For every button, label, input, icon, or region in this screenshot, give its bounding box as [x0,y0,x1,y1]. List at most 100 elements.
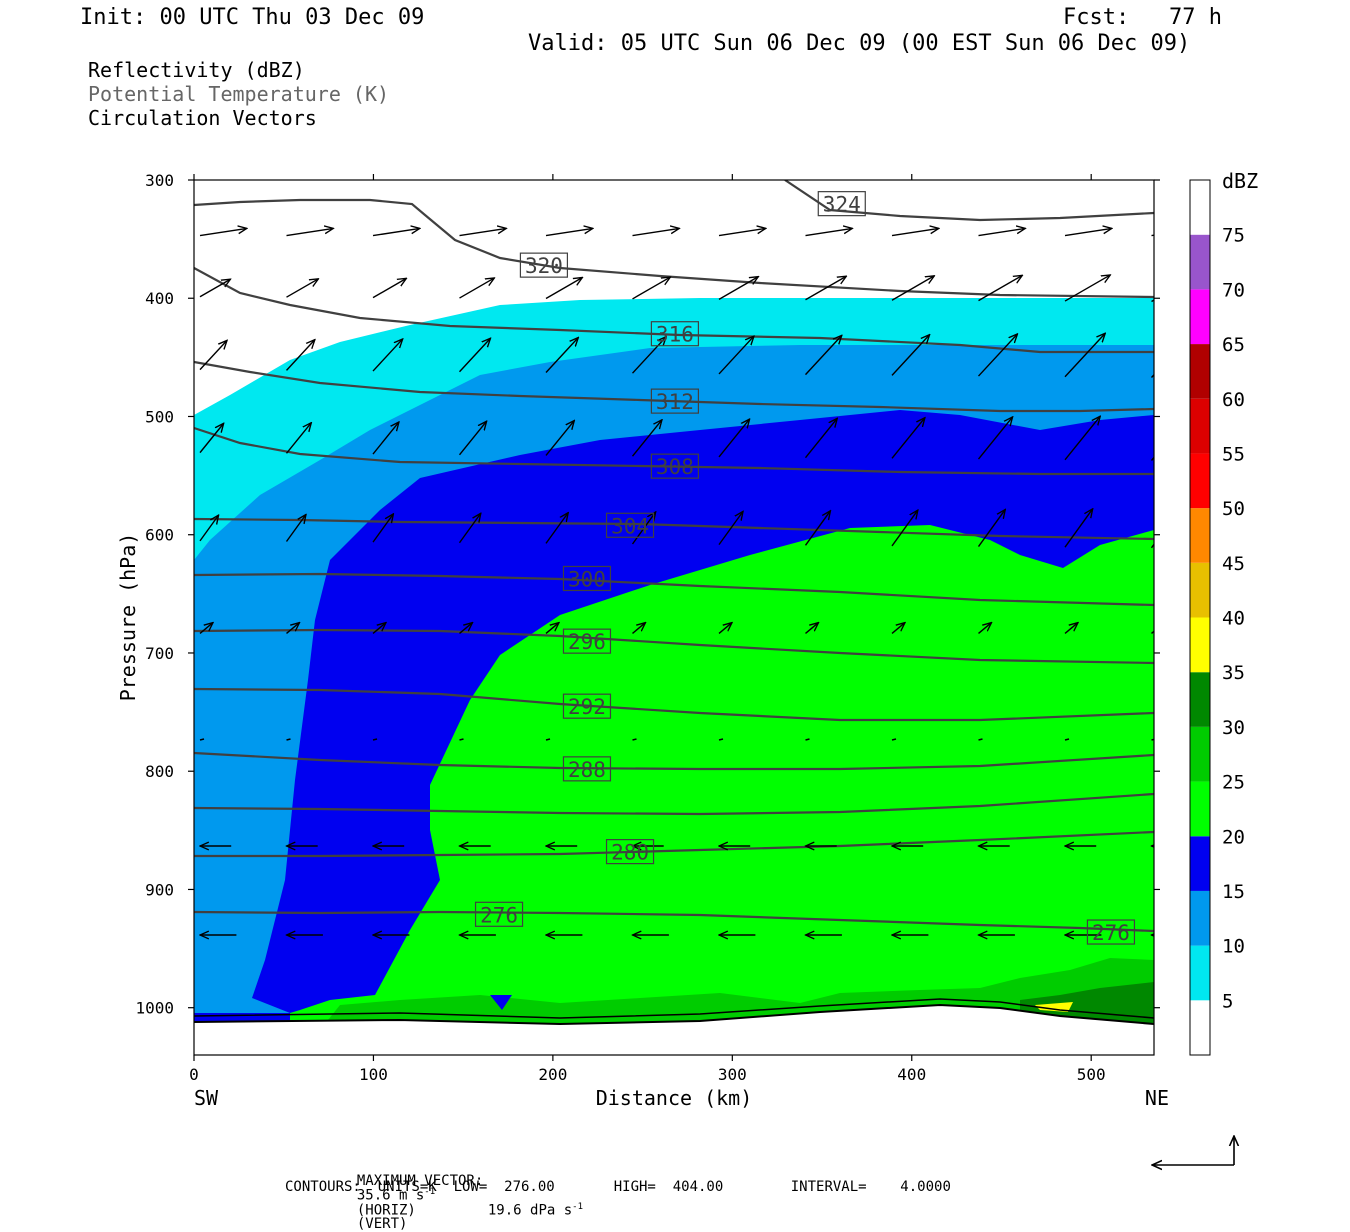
vector-arrow [199,228,247,237]
vector-arrow [285,423,312,454]
y-axis-title: Pressure (hPa) [116,533,140,702]
theta-label-box [562,628,612,654]
colorbar-frame [1189,179,1211,1056]
below-ground [194,1005,1154,1055]
vector-arrow [1064,509,1093,548]
vector-arrow [545,338,578,373]
theta-label-text: 280 [611,841,649,865]
vector-arrow [1064,333,1105,378]
theta-label-text: 292 [568,695,606,719]
vector-arrow [286,623,300,634]
theta-308 [194,426,1154,476]
vector-arrow [805,228,853,237]
theta-label-text: 296 [568,630,606,654]
colorbar-label: 20 [1222,826,1245,848]
vector-arrow [891,738,897,741]
y-axis: 300 400 500 600 700 800 900 1000 [135,171,1160,1018]
colorbar-label: 10 [1222,936,1245,958]
theta-label-box [474,901,524,927]
vector-arrow [458,421,487,456]
theta-label-text: 312 [656,390,694,414]
max-vector-vert-exponent: -1 [572,1201,584,1212]
dbz-colorbar: 5 10 15 20 25 30 35 40 45 50 55 60 65 70 75 [1189,179,1245,1056]
colorbar-label: 50 [1222,498,1245,520]
cross-section-chart: 324320316312308304300296292288280276276 … [116,169,1258,1200]
theta-contours [194,180,1154,933]
theta-label: 276 [1086,919,1136,945]
vector-arrow [372,278,406,299]
x-axis-right-label: NE [1145,1086,1169,1110]
x-tick-label: 100 [359,1065,388,1084]
colorbar-label: 45 [1222,553,1245,575]
theta-label: 296 [562,628,612,654]
contours-info: CONTOURS: UNITS=K LOW= 276.00 HIGH= 404.… [285,1179,951,1195]
theta-label-text: 300 [568,567,606,591]
theta-label: 280 [605,839,655,865]
vector-arrow [372,623,386,634]
colorbar-label: 30 [1222,717,1245,739]
x-tick-label: 0 [189,1065,199,1084]
vector-arrow [891,510,918,547]
colorbar-label: 35 [1222,662,1245,684]
vector-arrow [286,738,291,741]
vector-arrow [545,623,559,634]
theta-312 [194,360,1154,413]
theta-label: 308 [650,453,699,479]
vector-arrow [891,335,930,376]
vector-arrow [718,511,743,546]
colorbar-label: 75 [1222,225,1245,247]
reference-vector [1152,1136,1234,1165]
theta-label-box [1086,919,1136,945]
y-tick-label: 900 [145,880,174,899]
colorbar-swatch [1190,398,1210,454]
vector-arrow [891,623,905,634]
colorbar-swatch [1190,781,1210,837]
vector-arrow [372,339,403,372]
vector-arrow [1150,373,1154,378]
vector-arrow [1064,228,1112,237]
vector-arrow [545,421,574,456]
colorbar-label: 70 [1222,279,1245,301]
colorbar-label: 65 [1222,334,1245,356]
field-reflectivity: Reflectivity (dBZ) [88,58,305,82]
y-tick-label: 600 [145,526,174,545]
theta-304 [194,517,1154,541]
init-time: Init: 00 UTC Thu 03 Dec 09 [80,5,425,30]
y-tick-label: 500 [145,407,174,426]
vector-arrow [632,277,671,300]
theta-label-box [817,191,866,217]
vector-arrow [372,514,393,543]
vector-arrow [632,623,646,634]
vector-arrow [977,417,1013,460]
vector-arrow [286,228,334,237]
dbz-35-region [1035,1002,1073,1012]
x-tick-label: 300 [718,1065,747,1084]
x-axis-left-label: SW [194,1086,219,1110]
theta-324 [784,180,1154,222]
vector-arrow [545,278,582,300]
colorbar-swatch [1190,562,1210,618]
theta-label: 324 [817,191,866,217]
theta-label-box [650,453,699,479]
theta-label-box [562,693,612,719]
vector-arrow [891,276,934,301]
vector-arrow [545,738,551,741]
vector-arrow [199,738,205,741]
theta-label-text: 304 [611,514,649,538]
vector-arrow [978,623,992,634]
vector-arrow [285,515,307,542]
colorbar-swatch [1190,344,1210,399]
colorbar-label: 55 [1222,443,1245,465]
field-vectors: Circulation Vectors [88,106,317,130]
max-vector-line: MAXIMUM VECTOR: 35.6 m s-1 (HORIZ) 19.6 d… [340,1160,583,1231]
x-axis-title: Distance (km) [596,1086,753,1110]
y-tick-label: 800 [145,762,174,781]
vector-arrow [1064,416,1100,461]
x-tick-label: 400 [897,1065,926,1084]
y-tick-label: 700 [145,644,174,663]
vector-arrow [459,228,507,237]
theta-284 [194,792,1154,816]
colorbar-swatch [1190,726,1210,782]
y-tick-label: 1000 [135,999,174,1018]
x-tick-label: 200 [538,1065,567,1084]
